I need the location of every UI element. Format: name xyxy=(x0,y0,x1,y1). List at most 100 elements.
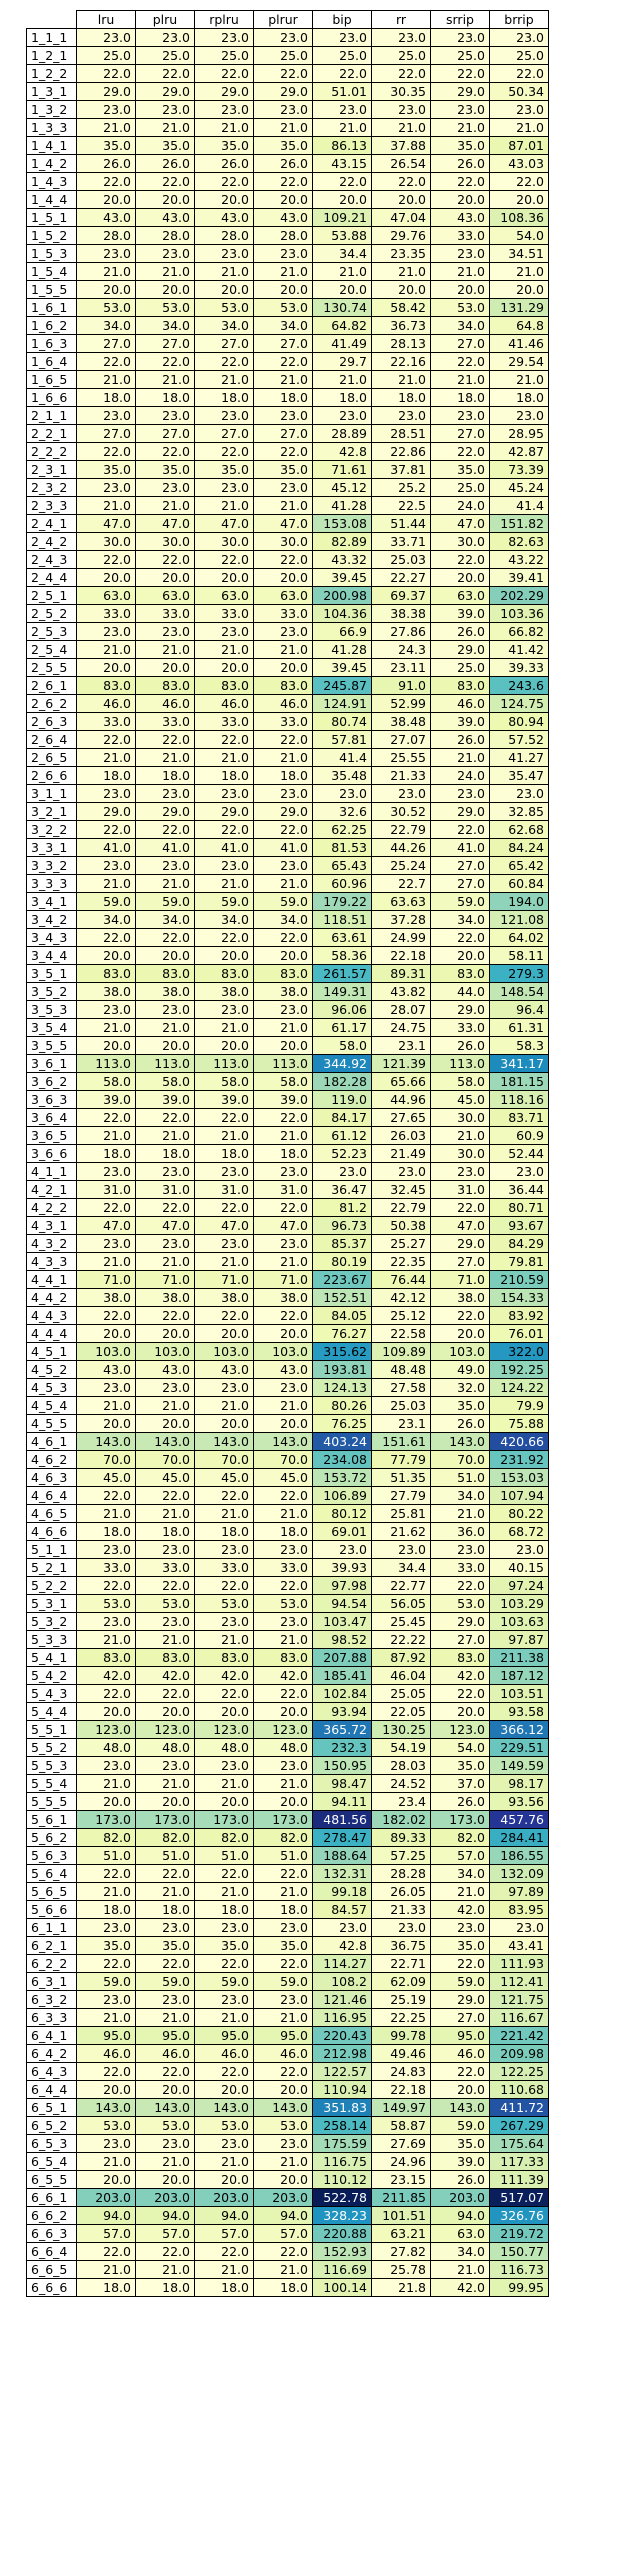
heatmap-cell: 45.0 xyxy=(76,1468,136,1487)
row-label: 1_2_1 xyxy=(26,46,77,65)
heatmap-cell: 23.0 xyxy=(194,1990,254,2009)
heatmap-cell: 35.0 xyxy=(76,1936,136,1955)
heatmap-cell: 23.0 xyxy=(253,478,313,497)
row-label: 4_5_2 xyxy=(26,1360,77,1379)
heatmap-cell: 70.0 xyxy=(430,1450,490,1469)
heatmap-cell: 114.27 xyxy=(312,1954,372,1973)
heatmap-cell: 20.0 xyxy=(194,2080,254,2099)
heatmap-cell: 25.03 xyxy=(371,550,431,569)
heatmap-cell: 106.89 xyxy=(312,1486,372,1505)
heatmap-cell: 152.93 xyxy=(312,2242,372,2261)
heatmap-cell: 21.0 xyxy=(76,1504,136,1523)
heatmap-cell: 18.0 xyxy=(253,1144,313,1163)
table-row: 4_3_1 47.0 47.0 47.0 47.0 96.73 50.38 47.0 93.67 xyxy=(26,1216,549,1235)
heatmap-cell: 21.0 xyxy=(253,2008,313,2027)
heatmap-cell: 21.0 xyxy=(253,118,313,137)
heatmap-cell: 83.0 xyxy=(76,676,136,695)
heatmap-cell: 23.0 xyxy=(135,1234,195,1253)
heatmap-cell: 71.61 xyxy=(312,460,372,479)
row-label: 5_6_2 xyxy=(26,1828,77,1847)
heatmap-cell: 20.0 xyxy=(135,2170,195,2189)
heatmap-cell: 173.0 xyxy=(76,1810,136,1829)
heatmap-cell: 28.07 xyxy=(371,1000,431,1019)
heatmap-cell: 103.0 xyxy=(430,1342,490,1361)
heatmap-cell: 28.13 xyxy=(371,334,431,353)
heatmap-cell: 21.0 xyxy=(135,496,195,515)
heatmap-cell: 31.0 xyxy=(253,1180,313,1199)
heatmap-cell: 65.66 xyxy=(371,1072,431,1091)
heatmap-cell: 151.61 xyxy=(371,1432,431,1451)
heatmap-cell: 25.0 xyxy=(76,46,136,65)
heatmap-cell: 22.0 xyxy=(253,928,313,947)
heatmap-cell: 101.51 xyxy=(371,2206,431,2225)
heatmap-cell: 41.0 xyxy=(76,838,136,857)
heatmap-cell: 25.19 xyxy=(371,1990,431,2009)
heatmap-cell: 20.0 xyxy=(253,2170,313,2189)
heatmap-cell: 38.38 xyxy=(371,604,431,623)
heatmap-cell: 63.0 xyxy=(430,2224,490,2243)
heatmap-cell: 39.33 xyxy=(489,658,549,677)
heatmap-cell: 41.0 xyxy=(253,838,313,857)
row-label: 6_5_3 xyxy=(26,2134,77,2153)
heatmap-cell: 22.0 xyxy=(194,2062,254,2081)
heatmap-cell: 211.85 xyxy=(371,2188,431,2207)
table-row: 6_5_5 20.0 20.0 20.0 20.0 110.12 23.15 26.0 111.… xyxy=(26,2170,549,2189)
heatmap-cell: 23.0 xyxy=(135,856,195,875)
table-row: 3_4_1 59.0 59.0 59.0 59.0 179.22 63.63 59.0 194.… xyxy=(26,892,549,911)
heatmap-cell: 34.0 xyxy=(76,910,136,929)
heatmap-cell: 22.0 xyxy=(253,352,313,371)
heatmap-cell: 20.0 xyxy=(253,568,313,587)
heatmap-cell: 284.41 xyxy=(489,1828,549,1847)
heatmap-cell: 181.15 xyxy=(489,1072,549,1091)
heatmap-cell: 457.76 xyxy=(489,1810,549,1829)
heatmap-cell: 20.0 xyxy=(76,1036,136,1055)
heatmap-cell: 22.0 xyxy=(135,1684,195,1703)
heatmap-cell: 149.97 xyxy=(371,2098,431,2117)
heatmap-cell: 23.0 xyxy=(194,244,254,263)
heatmap-cell: 179.22 xyxy=(312,892,372,911)
heatmap-cell: 22.0 xyxy=(312,64,372,83)
heatmap-cell: 30.52 xyxy=(371,802,431,821)
heatmap-cell: 35.0 xyxy=(430,1396,490,1415)
heatmap-cell: 23.0 xyxy=(135,1990,195,2009)
heatmap-cell: 48.0 xyxy=(194,1738,254,1757)
row-label: 6_2_2 xyxy=(26,1954,77,1973)
heatmap-cell: 209.98 xyxy=(489,2044,549,2063)
heatmap-cell: 20.0 xyxy=(253,1414,313,1433)
table-row: 5_3_3 21.0 21.0 21.0 21.0 98.52 22.22 27.0 97.87 xyxy=(26,1630,549,1649)
heatmap-cell: 20.0 xyxy=(76,190,136,209)
heatmap-cell: 18.0 xyxy=(135,388,195,407)
heatmap-cell: 33.71 xyxy=(371,532,431,551)
heatmap-cell: 18.0 xyxy=(76,388,136,407)
table-row: 6_4_1 95.0 95.0 95.0 95.0 220.43 99.78 95.0 221.… xyxy=(26,2026,549,2045)
heatmap-cell: 41.28 xyxy=(312,496,372,515)
heatmap-cell: 23.0 xyxy=(253,28,313,47)
heatmap-cell: 27.0 xyxy=(253,424,313,443)
heatmap-cell: 35.0 xyxy=(430,1936,490,1955)
heatmap-cell: 220.88 xyxy=(312,2224,372,2243)
heatmap-cell: 34.51 xyxy=(489,244,549,263)
heatmap-cell: 23.0 xyxy=(371,1162,431,1181)
heatmap-cell: 39.0 xyxy=(194,1090,254,1109)
heatmap-cell: 35.0 xyxy=(194,136,254,155)
heatmap-cell: 22.0 xyxy=(76,1576,136,1595)
heatmap-cell: 23.0 xyxy=(135,1612,195,1631)
row-label: 4_5_1 xyxy=(26,1342,77,1361)
heatmap-cell: 108.36 xyxy=(489,208,549,227)
heatmap-cell: 243.6 xyxy=(489,676,549,695)
heatmap-cell: 23.0 xyxy=(253,1000,313,1019)
heatmap-cell: 71.0 xyxy=(253,1270,313,1289)
heatmap-cell: 30.0 xyxy=(430,1108,490,1127)
heatmap-cell: 35.47 xyxy=(489,766,549,785)
heatmap-cell: 39.0 xyxy=(430,712,490,731)
heatmap-cell: 23.0 xyxy=(253,1990,313,2009)
heatmap-cell: 95.0 xyxy=(135,2026,195,2045)
heatmap-cell: 21.0 xyxy=(253,1882,313,1901)
heatmap-cell: 123.0 xyxy=(194,1720,254,1739)
heatmap-cell: 27.0 xyxy=(253,334,313,353)
heatmap-cell: 23.0 xyxy=(489,406,549,425)
heatmap-cell: 42.87 xyxy=(489,442,549,461)
heatmap-cell: 22.0 xyxy=(194,2242,254,2261)
heatmap-cell: 80.19 xyxy=(312,1252,372,1271)
heatmap-cell: 22.0 xyxy=(194,1486,254,1505)
